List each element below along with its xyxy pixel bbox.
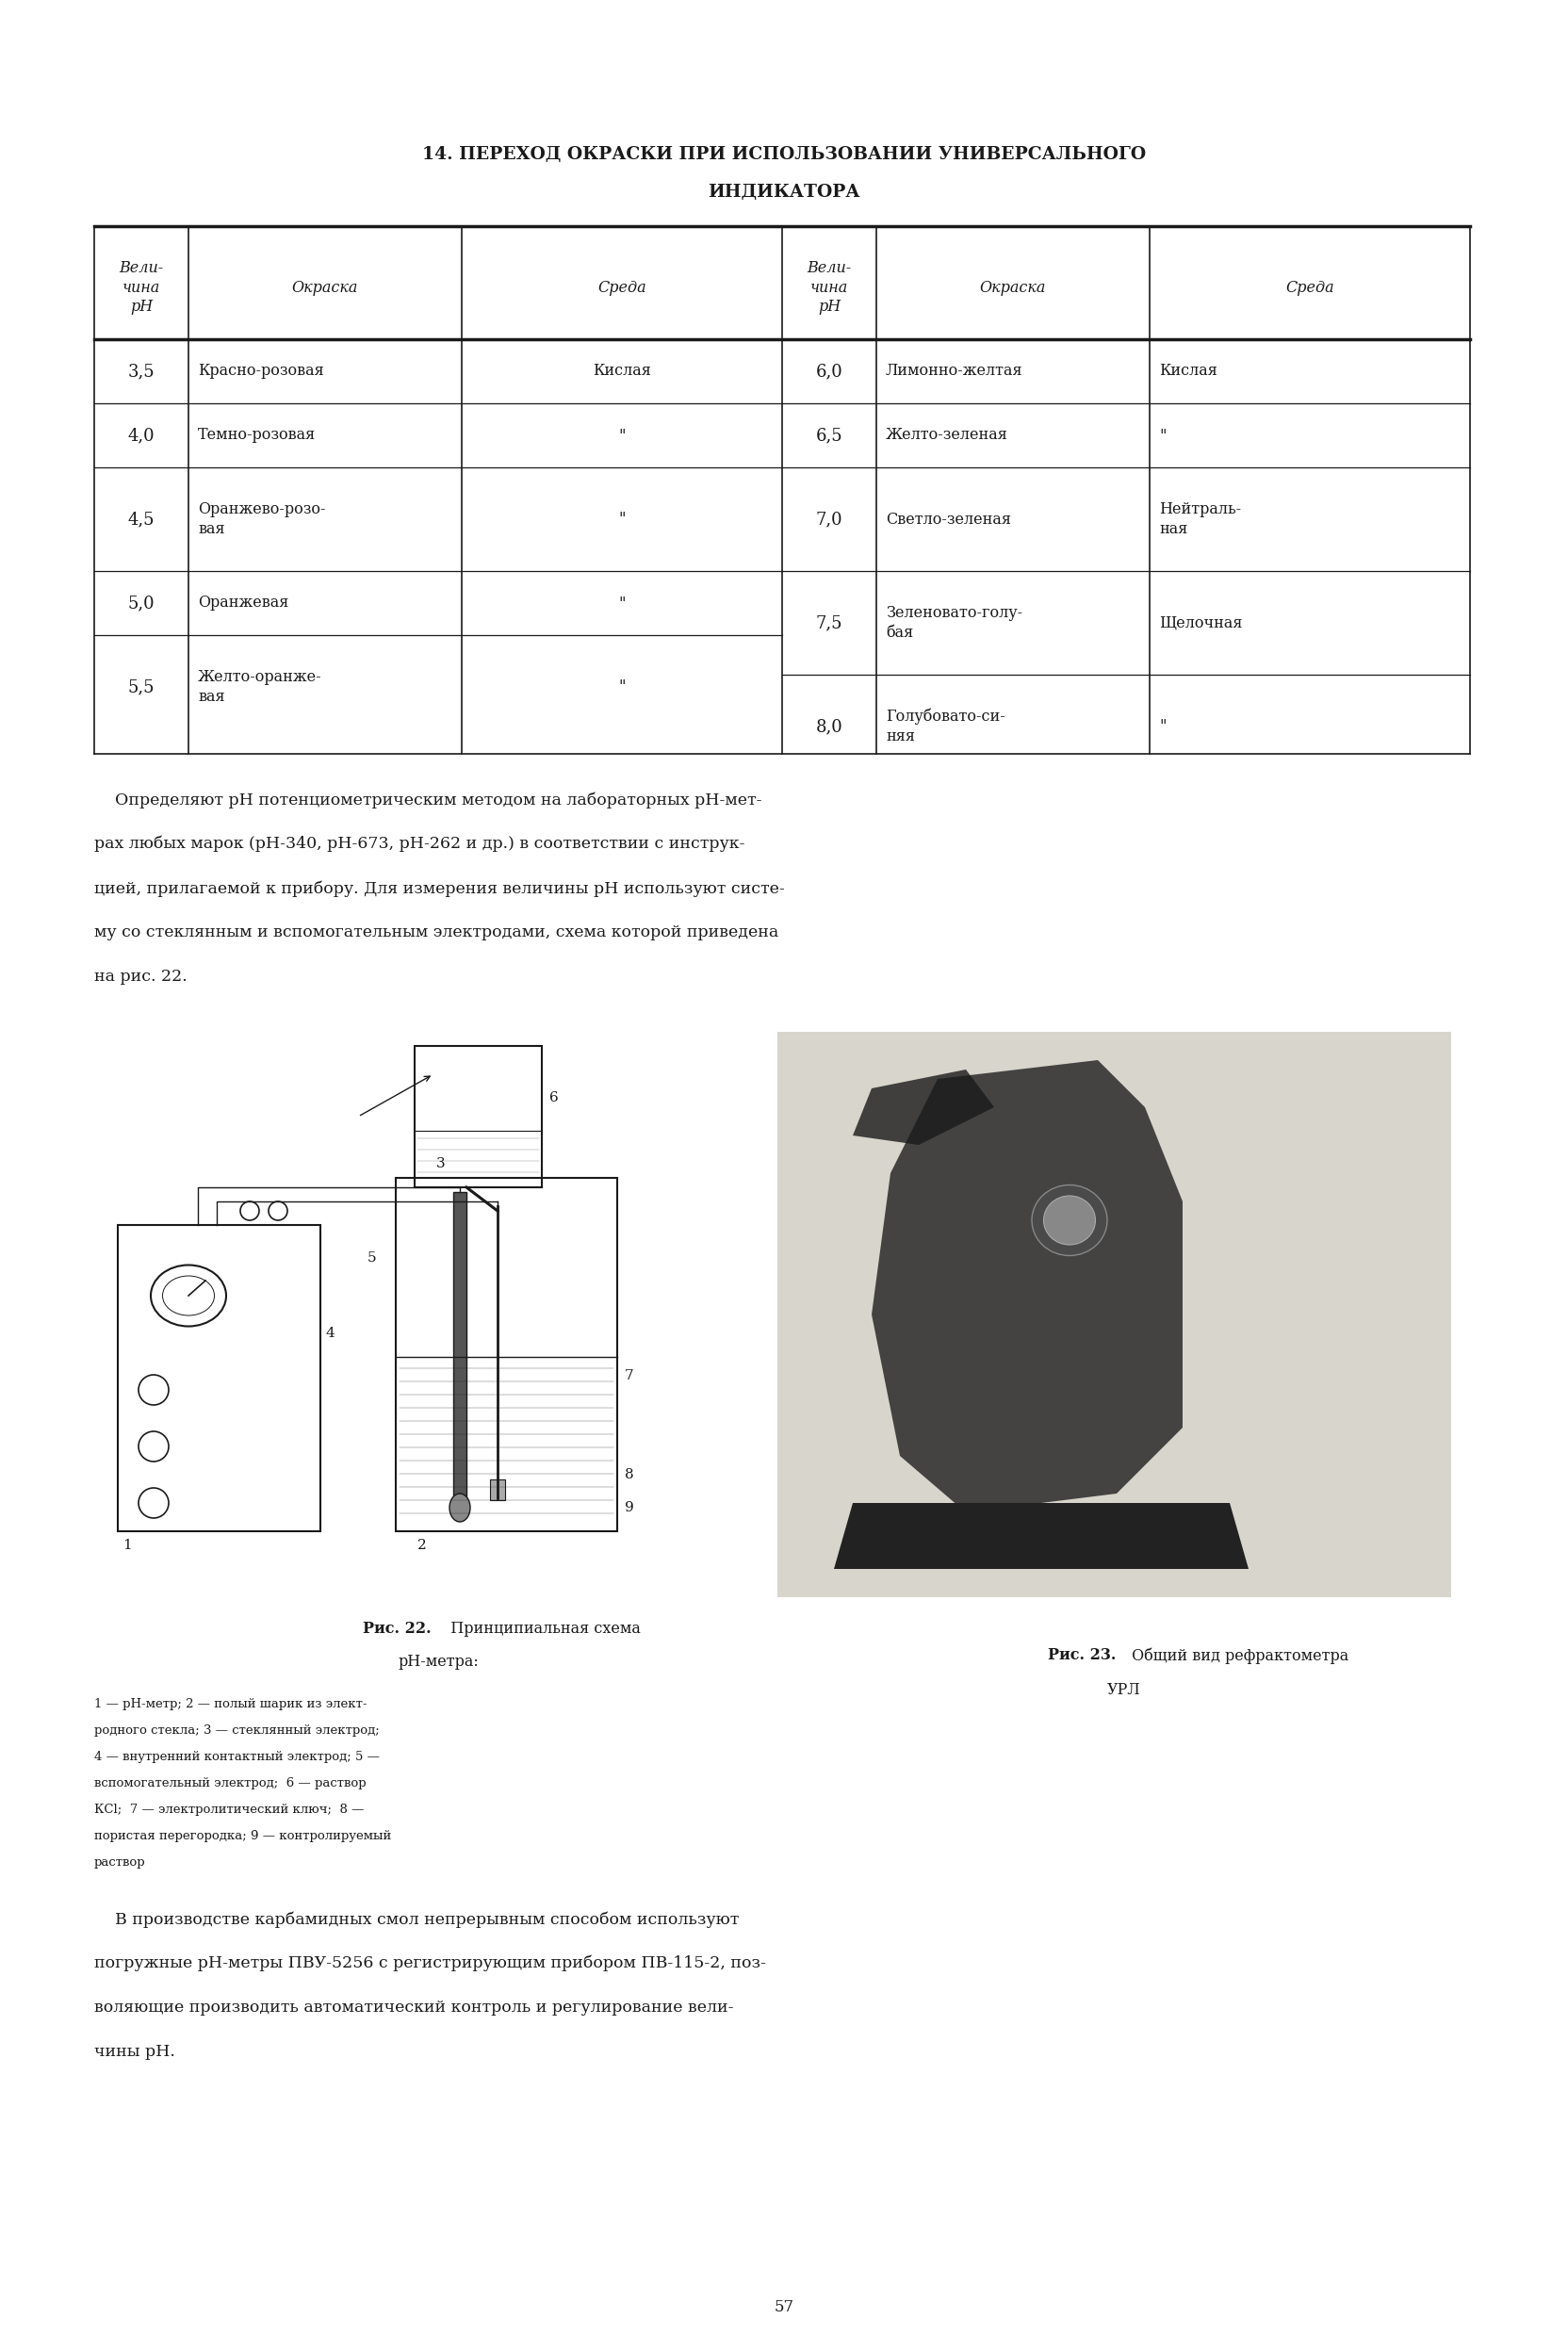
Text: Среда: Среда <box>597 280 646 296</box>
Text: пористая перегородка; 9 — контролируемый: пористая перегородка; 9 — контролируемый <box>94 1830 392 1842</box>
Text: 3: 3 <box>436 1157 445 1171</box>
Text: чины рН.: чины рН. <box>94 2044 176 2060</box>
Polygon shape <box>872 1061 1182 1512</box>
Text: ": " <box>1159 717 1167 734</box>
Text: цией, прилагаемой к прибору. Для измерения величины рН используют систе-: цией, прилагаемой к прибору. Для измерен… <box>94 880 784 896</box>
Text: Оранжево-розо-
вая: Оранжево-розо- вая <box>198 501 326 536</box>
Text: ": " <box>618 428 626 445</box>
Text: 5: 5 <box>367 1251 376 1265</box>
Text: 2: 2 <box>417 1538 426 1552</box>
Polygon shape <box>853 1070 994 1145</box>
Text: Голубовато-си-
няя: Голубовато-си- няя <box>886 708 1005 746</box>
Text: Окраска: Окраска <box>980 280 1046 296</box>
Text: ": " <box>618 595 626 612</box>
Bar <box>395 1178 618 1531</box>
Text: на рис. 22.: на рис. 22. <box>94 969 187 985</box>
Bar <box>489 1479 505 1501</box>
Text: 4,0: 4,0 <box>129 426 155 445</box>
Bar <box>414 1047 543 1188</box>
Text: Определяют рН потенциометрическим методом на лабораторных рН-мет-: Определяют рН потенциометрическим методо… <box>94 793 762 809</box>
Text: Желто-зеленая: Желто-зеленая <box>886 428 1008 445</box>
Text: раствор: раствор <box>94 1856 146 1867</box>
Text: 1: 1 <box>122 1538 132 1552</box>
Text: ИНДИКАТОРА: ИНДИКАТОРА <box>707 183 861 200</box>
Text: вспомогательный электрод;  6 — раствор: вспомогательный электрод; 6 — раствор <box>94 1778 367 1790</box>
Text: 4 — внутренний контактный электрод; 5 —: 4 — внутренний контактный электрод; 5 — <box>94 1750 379 1764</box>
Text: 7,0: 7,0 <box>815 510 842 527</box>
Text: Красно-розовая: Красно-розовая <box>198 362 325 379</box>
Bar <box>118 1225 320 1531</box>
Text: 6,5: 6,5 <box>815 426 842 445</box>
Text: Среда: Среда <box>1286 280 1334 296</box>
Text: воляющие производить автоматический контроль и регулирование вели-: воляющие производить автоматический конт… <box>94 1999 734 2016</box>
Text: 1 — рН-метр; 2 — полый шарик из элект-: 1 — рН-метр; 2 — полый шарик из элект- <box>94 1698 367 1710</box>
Text: Зеленовато-голу-
бая: Зеленовато-голу- бая <box>886 604 1022 640</box>
Text: ": " <box>1159 428 1167 445</box>
Text: 5,5: 5,5 <box>129 677 155 696</box>
Text: 9: 9 <box>624 1501 633 1515</box>
Text: 7: 7 <box>624 1369 633 1383</box>
Ellipse shape <box>1032 1185 1107 1256</box>
Text: ": " <box>618 680 626 694</box>
Text: КСl;  7 — электролитический ключ;  8 —: КСl; 7 — электролитический ключ; 8 — <box>94 1804 364 1816</box>
Text: Окраска: Окраска <box>292 280 358 296</box>
Text: Рис. 22.: Рис. 22. <box>362 1621 431 1637</box>
Text: УРЛ: УРЛ <box>1107 1682 1140 1698</box>
Text: 7,5: 7,5 <box>815 614 842 630</box>
Text: Нейтраль-
ная: Нейтраль- ная <box>1159 501 1242 536</box>
Text: 6,0: 6,0 <box>815 362 842 379</box>
Text: Принципиальная схема: Принципиальная схема <box>441 1621 641 1637</box>
Ellipse shape <box>1044 1195 1096 1244</box>
Text: рах любых марок (рН-340, рН-673, рН-262 и др.) в соответствии с инструк-: рах любых марок (рН-340, рН-673, рН-262 … <box>94 835 745 851</box>
Text: родного стекла; 3 — стеклянный электрод;: родного стекла; 3 — стеклянный электрод; <box>94 1724 379 1736</box>
Ellipse shape <box>450 1494 470 1522</box>
Text: Вели-
чина
рН: Вели- чина рН <box>808 261 851 315</box>
Text: 6: 6 <box>549 1091 558 1105</box>
Text: 4,5: 4,5 <box>129 510 155 527</box>
Text: Желто-оранже-
вая: Желто-оранже- вая <box>198 668 321 706</box>
Text: 14. ПЕРЕХОД ОКРАСКИ ПРИ ИСПОЛЬЗОВАНИИ УНИВЕРСАЛЬНОГО: 14. ПЕРЕХОД ОКРАСКИ ПРИ ИСПОЛЬЗОВАНИИ УН… <box>422 146 1146 162</box>
Text: Щелочная: Щелочная <box>1159 614 1242 630</box>
Text: 5,0: 5,0 <box>129 595 155 612</box>
Text: Оранжевая: Оранжевая <box>198 595 289 612</box>
Polygon shape <box>834 1503 1248 1569</box>
Text: Светло-зеленая: Светло-зеленая <box>886 510 1011 527</box>
Text: Кислая: Кислая <box>593 362 651 379</box>
Text: погружные рН-метры ПВУ-5256 с регистрирующим прибором ПВ-115-2, поз-: погружные рН-метры ПВУ-5256 с регистриру… <box>94 1955 767 1971</box>
Text: ": " <box>618 510 626 527</box>
Text: Вели-
чина
рН: Вели- чина рН <box>119 261 163 315</box>
Text: Рис. 23.: Рис. 23. <box>1049 1646 1116 1663</box>
Bar <box>453 1192 466 1517</box>
Text: рН-метра:: рН-метра: <box>398 1653 478 1670</box>
Text: В производстве карбамидных смол непрерывным способом используют: В производстве карбамидных смол непрерыв… <box>94 1910 739 1929</box>
Text: Кислая: Кислая <box>1159 362 1217 379</box>
Text: 8,0: 8,0 <box>815 717 842 734</box>
Text: 3,5: 3,5 <box>129 362 155 379</box>
Text: му со стеклянным и вспомогательным электродами, схема которой приведена: му со стеклянным и вспомогательным элект… <box>94 924 779 941</box>
Text: 57: 57 <box>775 2300 793 2314</box>
Bar <box>778 1033 1450 1597</box>
Text: 4: 4 <box>325 1327 334 1341</box>
Text: Темно-розовая: Темно-розовая <box>198 428 315 445</box>
Text: Общий вид рефрактометра: Общий вид рефрактометра <box>1126 1646 1348 1663</box>
Text: 8: 8 <box>624 1468 633 1482</box>
Text: Лимонно-желтая: Лимонно-желтая <box>886 362 1022 379</box>
